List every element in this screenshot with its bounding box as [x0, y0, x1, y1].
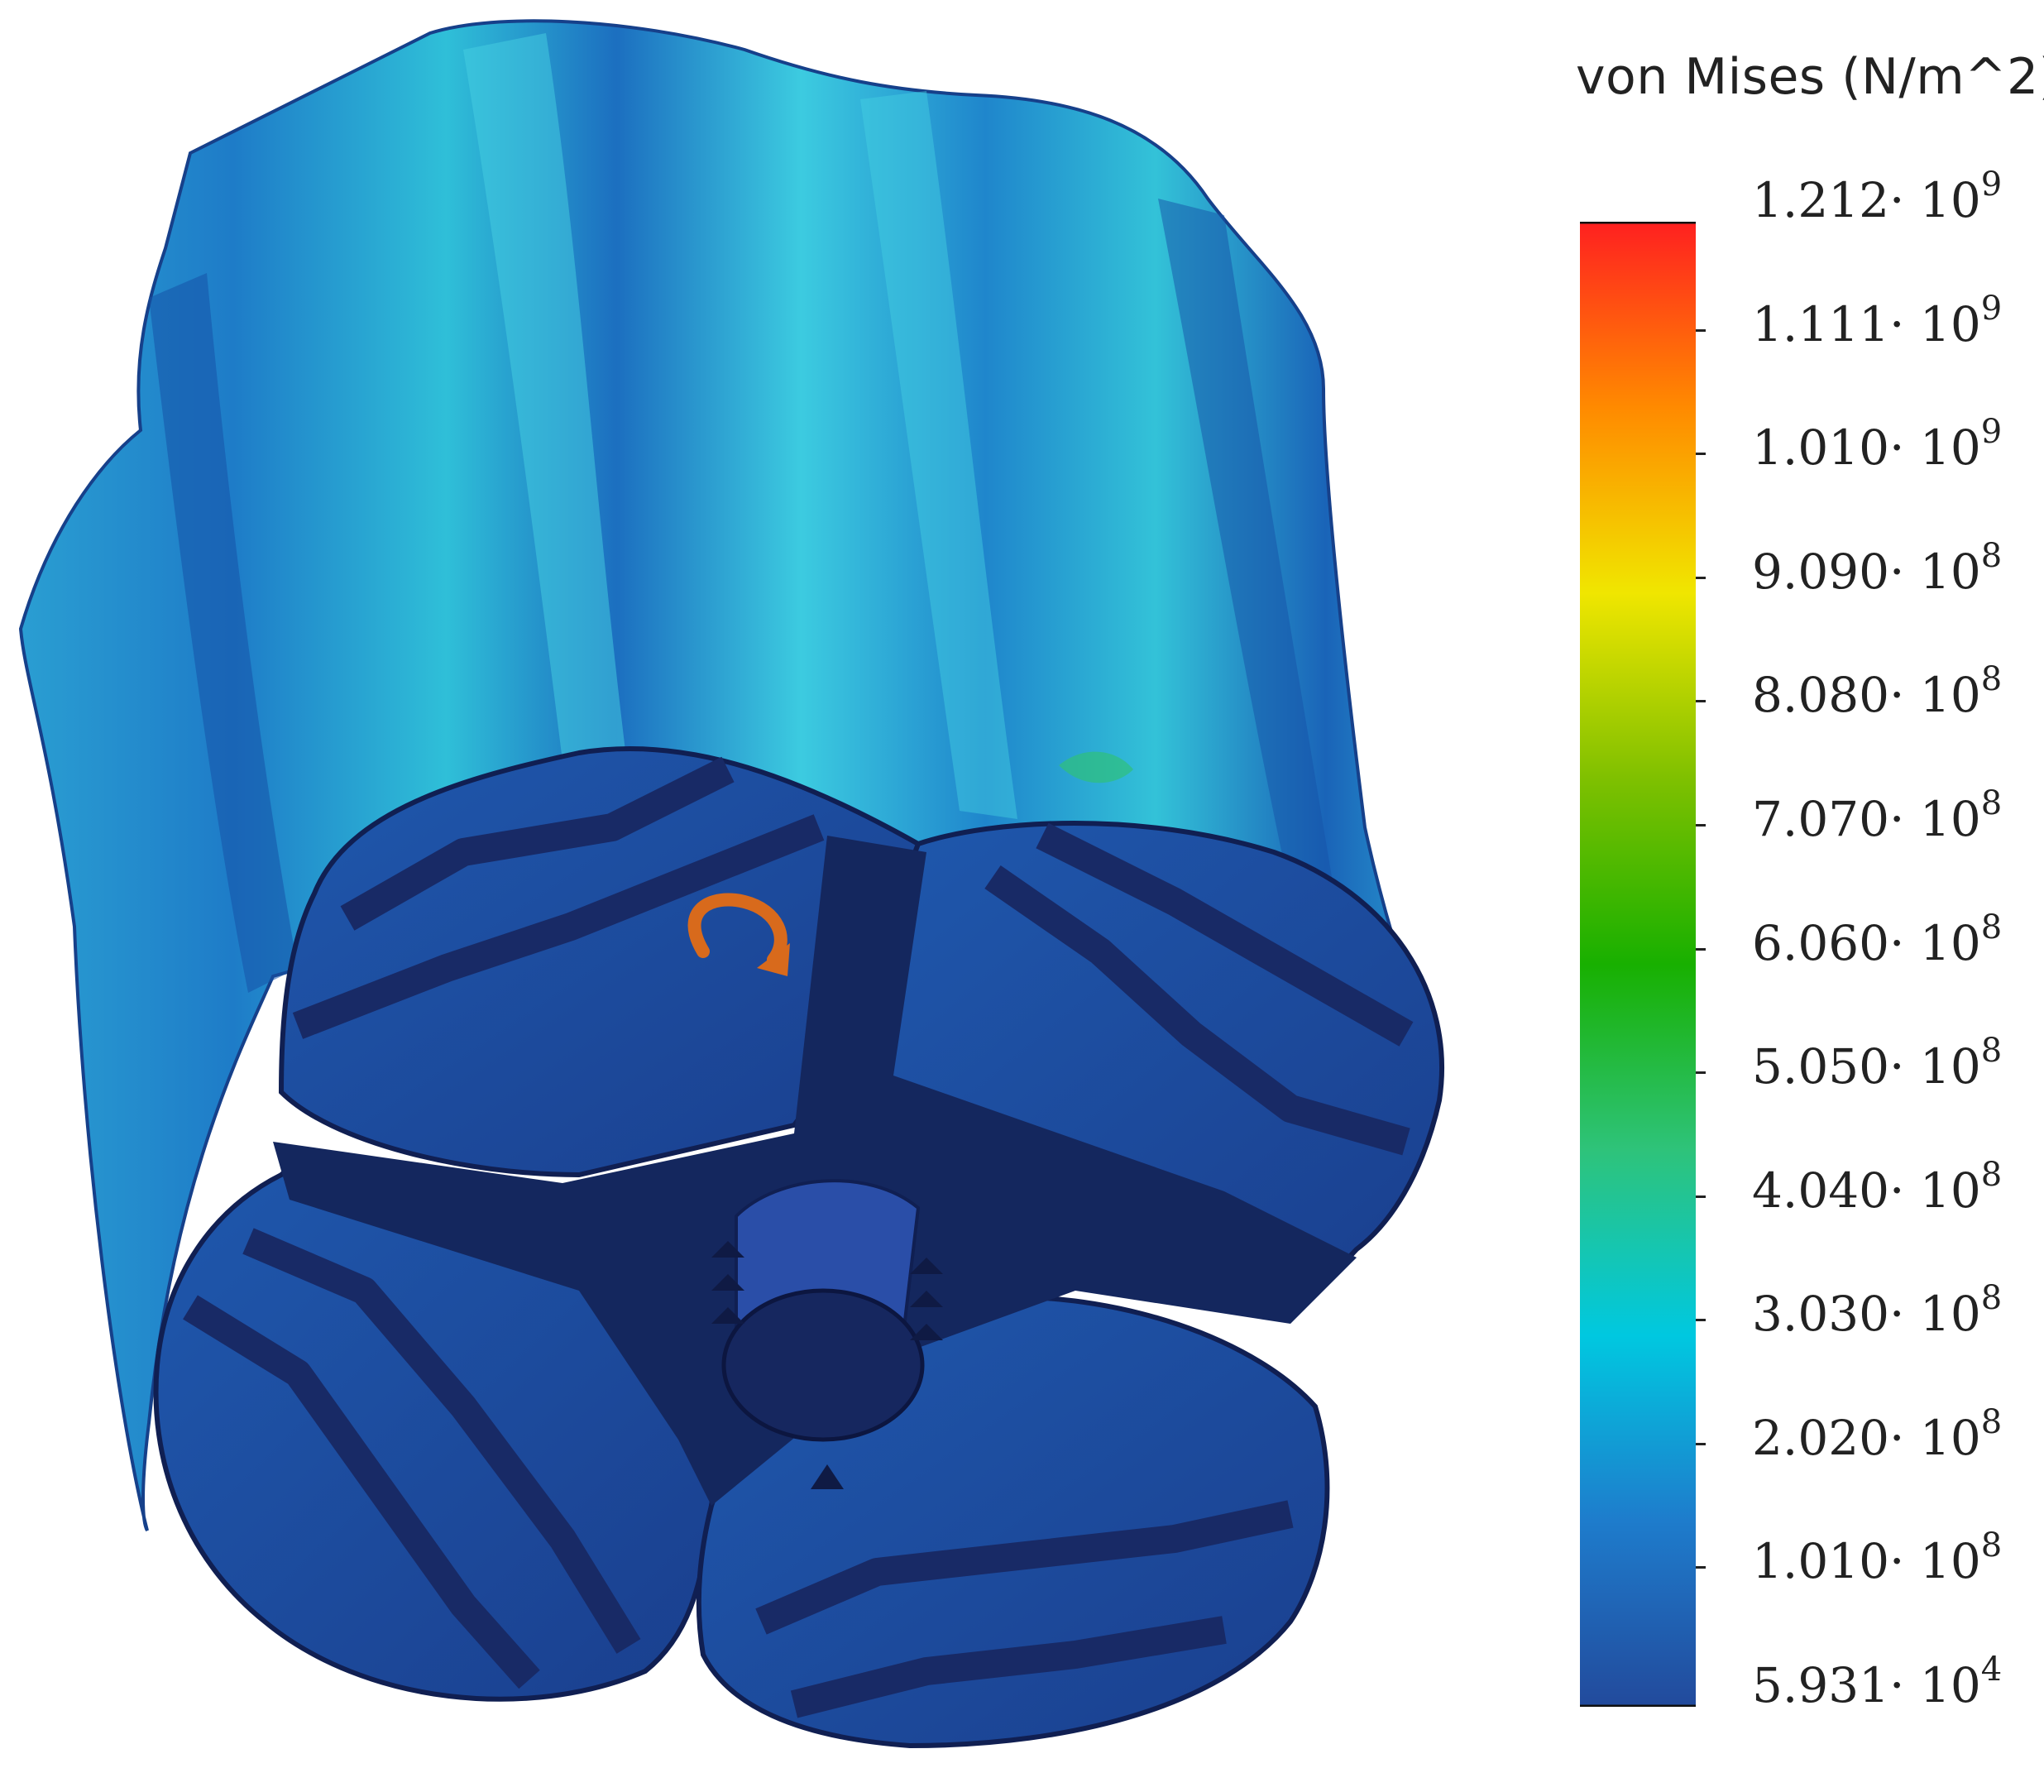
stress-colorbar [1580, 222, 1696, 1707]
colorbar-tick-mark [1696, 576, 1706, 579]
layer-band [790, 1616, 1227, 1718]
colorbar-tick-mark [1696, 1071, 1706, 1075]
colorbar-tick-label: 8.080· 108 [1752, 663, 2002, 724]
layer-band [755, 1500, 1294, 1635]
colorbar-tick-label: 5.050· 108 [1752, 1034, 2002, 1095]
colorbar-tick-label: 1.111· 109 [1752, 292, 2002, 352]
colorbar-tick-label: 1.212· 109 [1752, 168, 2002, 228]
stress-model-view [18, 19, 1445, 1749]
colorbar-tick-label: 1.010· 109 [1752, 415, 2002, 477]
colorbar-tick-label: 4.040· 108 [1752, 1158, 2002, 1219]
shaft-end [721, 1288, 925, 1442]
colorbar-tick-mark [1696, 1442, 1706, 1445]
tick-exponent: 8 [1980, 1526, 2003, 1565]
layer-band [340, 756, 735, 931]
layer-band [1036, 822, 1414, 1047]
tick-mantissa: 8.080· 10 [1752, 667, 1981, 724]
tick-mantissa: 1.010· 10 [1752, 419, 1981, 477]
tick-mantissa: 5.931· 10 [1752, 1657, 1981, 1713]
layer-band [183, 1295, 540, 1689]
legend-title: von Mises (N/m^2) [1576, 48, 2044, 106]
tick-exponent: 8 [1980, 783, 2003, 822]
tick-mantissa: 7.070· 10 [1752, 790, 1981, 847]
tick-mantissa: 5.050· 10 [1752, 1038, 1981, 1095]
colorbar-tick-mark [1696, 1566, 1706, 1569]
cross-section-face [153, 745, 1445, 1749]
tick-exponent: 9 [1980, 289, 2003, 328]
colorbar-tick-label: 3.030· 108 [1752, 1282, 2002, 1343]
fixture-marker-icon [711, 1241, 943, 1489]
tick-mantissa: 9.090· 10 [1752, 543, 1981, 600]
colorbar-tick-mark [1696, 1319, 1706, 1322]
colorbar-tick-label: 6.060· 108 [1752, 911, 2002, 971]
colorbar-tick-mark [1696, 823, 1706, 827]
tick-exponent: 4 [1980, 1651, 2003, 1689]
shell-green-spot [1059, 751, 1133, 783]
tick-mantissa: 3.030· 10 [1752, 1286, 1981, 1343]
tick-mantissa: 4.040· 10 [1752, 1162, 1981, 1219]
colorbar-tick-label: 5.931· 104 [1752, 1653, 2002, 1713]
tick-exponent: 8 [1980, 1155, 2003, 1194]
tick-exponent: 8 [1980, 1032, 2003, 1071]
core-web [273, 836, 1357, 1506]
colorbar-tick-mark [1696, 700, 1706, 703]
tick-mantissa: 2.020· 10 [1752, 1409, 1981, 1466]
shell-shadow [149, 273, 298, 993]
shell-highlight [463, 33, 629, 778]
colorbar-tick-mark [1696, 328, 1706, 332]
colorbar-tick-mark [1696, 453, 1706, 456]
tick-mantissa: 1.111· 10 [1752, 295, 1981, 352]
tick-exponent: 8 [1980, 660, 2003, 699]
colorbar-tick-mark [1696, 1195, 1706, 1198]
layer-band [242, 1228, 641, 1654]
tick-mantissa: 6.060· 10 [1752, 914, 1981, 971]
rotation-arrow-icon [687, 893, 790, 976]
colorbar-tick-label: 9.090· 108 [1752, 539, 2002, 600]
colorbar-tick-mark [1696, 947, 1706, 951]
tick-mantissa: 1.212· 10 [1752, 172, 1981, 228]
tick-exponent: 9 [1980, 413, 2003, 452]
colorbar-tick-label: 1.010· 108 [1752, 1529, 2002, 1590]
tick-exponent: 9 [1980, 165, 2003, 204]
tick-exponent: 8 [1980, 908, 2003, 946]
layer-band [984, 865, 1410, 1156]
tick-exponent: 8 [1980, 1279, 2003, 1318]
layer-band [292, 814, 825, 1039]
tick-exponent: 8 [1980, 1402, 2003, 1441]
colorbar-tick-label: 2.020· 108 [1752, 1406, 2002, 1466]
tick-mantissa: 1.010· 10 [1752, 1533, 1981, 1590]
shell-shadow [1158, 199, 1340, 927]
shell-highlight [860, 91, 1017, 819]
colorbar-tick-label: 7.070· 108 [1752, 787, 2002, 847]
colorbar-fill [1580, 222, 1696, 1707]
tick-exponent: 8 [1980, 536, 2003, 575]
